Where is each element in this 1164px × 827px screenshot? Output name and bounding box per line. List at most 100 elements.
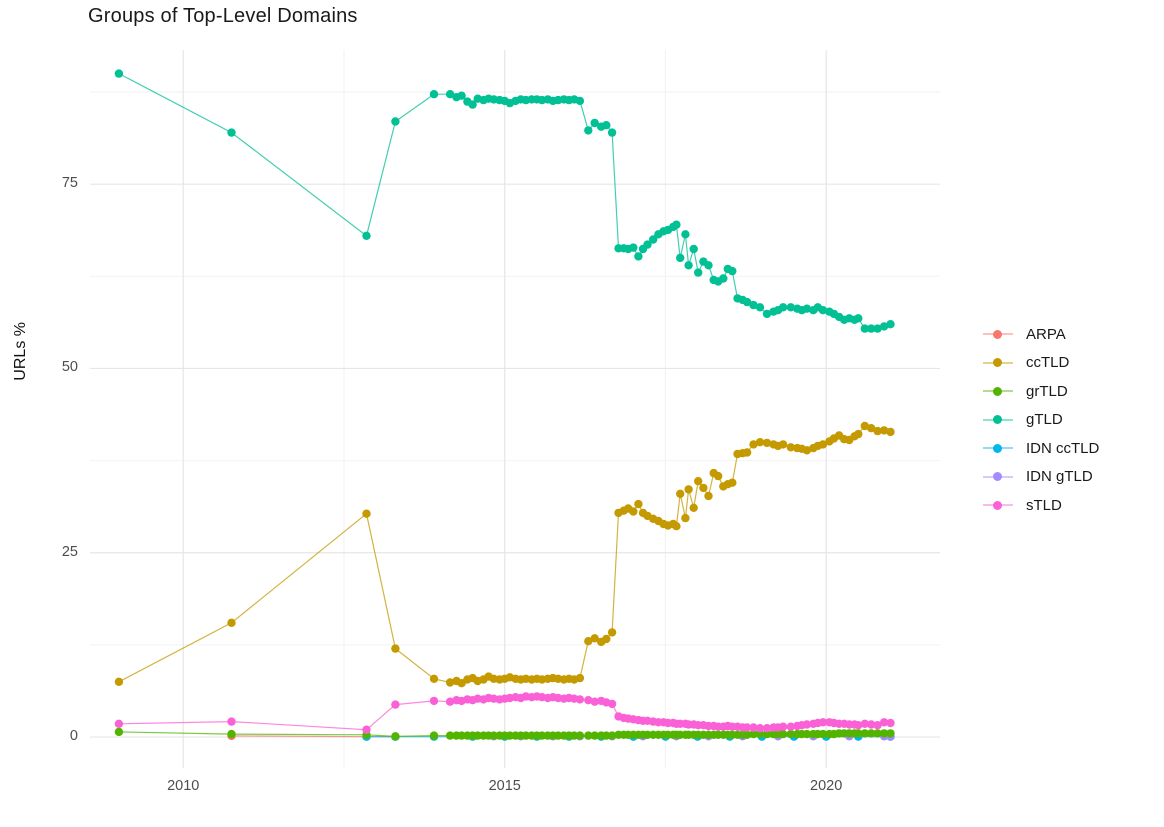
legend: ARPA ccTLD grTLD gTLD IDN ccTLD IDN gTLD sTLD: [983, 320, 1099, 520]
data-point-cctld: [728, 478, 737, 487]
data-point-cctld: [704, 491, 713, 501]
legend-item-grtld: grTLD: [983, 377, 1099, 406]
data-point-stld: [762, 724, 772, 733]
data-point-grtld: [802, 729, 812, 739]
data-point-gtld: [689, 244, 698, 254]
data-point-grtld: [445, 731, 455, 740]
data-point-stld: [114, 719, 124, 728]
data-point-cctld: [886, 427, 895, 437]
data-point-gtld: [728, 266, 737, 276]
legend-key-icon: [983, 415, 1013, 425]
data-point-gtld: [818, 306, 828, 315]
data-point-gtld: [694, 268, 703, 277]
data-point-stld: [742, 723, 752, 732]
x-tick-label: 2010: [167, 778, 200, 794]
data-point-grtld: [590, 731, 599, 740]
data-point-stld: [860, 719, 869, 728]
legend-key-icon: [983, 386, 1013, 396]
data-point-gtld: [684, 261, 693, 270]
data-point-grtld: [391, 732, 400, 741]
legend-item-cctld: ccTLD: [983, 349, 1099, 378]
data-point-grtld: [860, 729, 869, 738]
legend-item-idn-gtld: IDN gTLD: [983, 463, 1099, 492]
data-point-gtld: [676, 253, 685, 263]
legend-label: IDN ccTLD: [1026, 439, 1100, 457]
data-point-grtld: [575, 731, 585, 740]
data-point-grtld: [778, 729, 788, 739]
data-point-grtld: [786, 729, 795, 739]
legend-item-gtld: gTLD: [983, 406, 1099, 435]
data-point-grtld: [114, 727, 124, 737]
data-point-cctld: [860, 421, 869, 431]
data-point-cctld: [629, 507, 638, 516]
data-point-gtld: [391, 117, 400, 126]
data-point-cctld: [762, 438, 772, 448]
data-point-stld: [575, 695, 585, 704]
legend-label: ccTLD: [1026, 354, 1070, 372]
legend-key-icon: [983, 500, 1013, 510]
data-point-cctld: [607, 628, 617, 637]
data-point-stld: [584, 696, 593, 705]
data-point-gtld: [873, 324, 882, 333]
data-point-gtld: [445, 90, 455, 99]
data-point-grtld: [429, 731, 439, 740]
data-point-cctld: [778, 440, 788, 449]
legend-key-icon: [983, 443, 1013, 453]
data-point-cctld: [676, 489, 685, 498]
data-point-gtld: [629, 243, 638, 252]
data-point-grtld: [873, 729, 882, 738]
legend-item-idn-cctld: IDN ccTLD: [983, 434, 1099, 463]
data-point-gtld: [584, 126, 593, 135]
data-point-cctld: [575, 673, 585, 683]
data-point-stld: [873, 721, 882, 730]
data-point-cctld: [114, 677, 124, 686]
data-point-cctld: [429, 674, 439, 683]
y-tick-label: 50: [61, 359, 78, 376]
data-point-cctld: [749, 440, 758, 449]
data-point-grtld: [818, 729, 828, 739]
data-point-grtld: [602, 731, 611, 740]
data-point-gtld: [672, 220, 681, 229]
data-point-cctld: [362, 509, 371, 518]
data-point-cctld: [391, 644, 400, 653]
data-point-cctld: [694, 477, 703, 486]
data-point-gtld: [114, 69, 124, 78]
data-point-grtld: [607, 731, 617, 740]
data-point-grtld: [749, 729, 758, 739]
data-point-stld: [854, 721, 863, 730]
data-point-grtld: [473, 731, 482, 740]
data-point-grtld: [742, 730, 752, 739]
legend-item-arpa: ARPA: [983, 320, 1099, 349]
data-point-gtld: [749, 300, 758, 310]
data-point-gtld: [879, 322, 889, 331]
data-point-cctld: [714, 471, 723, 481]
data-point-stld: [227, 717, 236, 726]
legend-label: gTLD: [1026, 411, 1063, 429]
data-point-gtld: [860, 324, 869, 333]
data-point-grtld: [489, 731, 498, 740]
data-point-gtld: [602, 121, 611, 130]
data-point-grtld: [879, 729, 889, 738]
data-point-cctld: [590, 634, 599, 643]
data-point-cctld: [867, 424, 876, 433]
data-point-grtld: [521, 731, 531, 740]
data-point-gtld: [704, 261, 713, 270]
data-point-cctld: [634, 499, 643, 509]
data-point-cctld: [602, 634, 611, 644]
data-point-gtld: [227, 128, 236, 137]
data-point-gtld: [762, 309, 772, 319]
data-point-grtld: [457, 731, 466, 740]
legend-label: IDN gTLD: [1026, 468, 1093, 486]
data-point-cctld: [873, 426, 882, 436]
data-point-stld: [362, 725, 371, 734]
data-point-gtld: [575, 96, 585, 106]
data-point-cctld: [445, 678, 455, 687]
data-point-grtld: [762, 729, 772, 739]
y-tick-label: 75: [61, 175, 78, 192]
data-point-stld: [886, 718, 895, 728]
data-point-stld: [749, 723, 758, 732]
data-point-cctld: [227, 618, 236, 627]
y-tick-label: 25: [61, 543, 78, 560]
data-point-gtld: [786, 303, 795, 312]
data-point-stld: [445, 697, 455, 706]
